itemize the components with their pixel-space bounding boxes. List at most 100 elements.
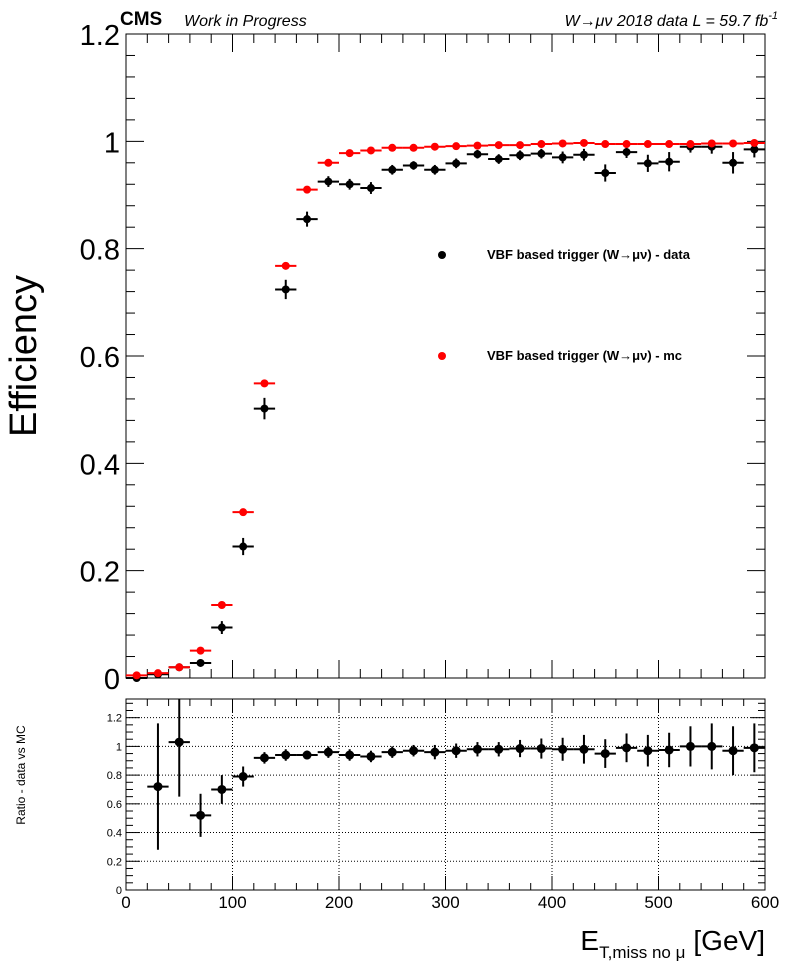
legend-entry-data: VBF based trigger (W→μν) - data [487, 247, 691, 262]
marker [601, 168, 610, 177]
marker [558, 139, 567, 148]
data-point [573, 148, 595, 161]
marker [579, 744, 589, 754]
ratio-point [722, 726, 744, 776]
x-tick-label: 200 [325, 893, 353, 912]
ratio-point [701, 723, 723, 770]
marker [259, 753, 269, 763]
ratio-point [360, 750, 382, 763]
efficiency-y-tick-label: 0.2 [80, 557, 120, 589]
mc-point [637, 140, 659, 149]
marker [494, 141, 503, 150]
x-tick-label: 400 [538, 893, 566, 912]
marker [494, 155, 503, 164]
marker [516, 151, 525, 160]
marker [409, 161, 418, 170]
ratio-point [488, 742, 510, 757]
marker [536, 744, 546, 754]
data-point [466, 149, 489, 159]
mc-point [275, 261, 297, 270]
ratio-point [147, 723, 169, 850]
ratio-point [296, 750, 318, 760]
marker [217, 623, 226, 632]
ratio-point [275, 749, 297, 761]
efficiency-y-axis: 0 0.2 0.4 0.6 0.8 1 1.2 [80, 20, 765, 696]
marker [472, 744, 482, 754]
marker [579, 138, 588, 147]
marker [494, 744, 504, 754]
ratio-panel: 0 0.2 0.4 0.6 0.8 1 1.2 0 100 200 300 400 500 600 Ra… [14, 698, 779, 962]
mc-point [466, 141, 489, 150]
ratio-y-tick-label: 0.6 [107, 799, 122, 811]
efficiency-y-label: Efficiency [3, 275, 45, 437]
marker [303, 215, 312, 224]
mc-point [317, 158, 339, 167]
ratio-point [679, 726, 702, 767]
x-tick-label: 500 [644, 893, 672, 912]
mc-point [722, 139, 744, 148]
marker [239, 542, 248, 551]
marker [622, 148, 631, 157]
mc-point [743, 138, 765, 147]
data-point [722, 152, 744, 174]
x-axis-label-unit: [GeV] [693, 925, 765, 956]
marker [707, 139, 716, 148]
ratio-point [743, 723, 765, 773]
ratio-x-axis: 0 100 200 300 400 500 600 [121, 699, 779, 912]
data-point [615, 146, 638, 158]
data-point [488, 154, 510, 164]
efficiency-y-tick-label: 1 [104, 127, 120, 159]
data-point [360, 182, 382, 194]
ratio-point [424, 744, 446, 760]
ratio-point [637, 734, 659, 767]
marker [238, 772, 248, 782]
legend-entry-mc: VBF based trigger (W→μν) - mc [487, 348, 682, 363]
ratio-point [573, 734, 595, 764]
x-tick-label: 600 [751, 893, 779, 912]
mc-point [168, 663, 190, 672]
legend-marker-data [438, 251, 446, 259]
dataset-label: W→μν 2018 data L = 59.7 fb-1 [565, 10, 779, 30]
data-point [509, 150, 531, 161]
marker [643, 159, 652, 168]
mc-point [189, 646, 212, 655]
marker [387, 747, 397, 757]
data-point [189, 658, 212, 667]
marker [324, 177, 333, 186]
ratio-y-tick-label: 0.2 [107, 856, 122, 868]
data-point [253, 397, 276, 420]
data-point [552, 151, 574, 164]
marker [622, 743, 632, 753]
ratio-point [317, 746, 339, 758]
marker [643, 140, 652, 149]
data-point [296, 211, 318, 227]
mc-point [232, 508, 254, 517]
marker [217, 601, 226, 610]
marker [430, 142, 439, 151]
mc-point [211, 601, 233, 610]
marker [175, 663, 184, 672]
data-point [232, 537, 254, 556]
marker [281, 261, 290, 270]
efficiency-y-tick-label: 0 [104, 664, 120, 696]
data-point [658, 152, 680, 172]
marker [665, 140, 674, 149]
marker [707, 741, 717, 751]
ratio-point [658, 732, 680, 768]
marker [473, 141, 482, 150]
marker [388, 143, 397, 152]
mc-point [594, 140, 616, 149]
ratio-y-tick-label: 1.2 [107, 713, 122, 725]
ratio-y-tick-label: 0 [116, 885, 122, 897]
mc-point [509, 141, 531, 150]
mc-point [701, 139, 723, 148]
mc-point [488, 141, 510, 150]
marker [324, 158, 333, 167]
marker [196, 658, 205, 667]
marker [409, 746, 419, 756]
ratio-point [189, 793, 212, 837]
efficiency-y-tick-label: 0.4 [80, 449, 120, 481]
ratio-point [552, 737, 574, 761]
legend: VBF based trigger (W→μν) - data VBF base… [438, 247, 691, 363]
